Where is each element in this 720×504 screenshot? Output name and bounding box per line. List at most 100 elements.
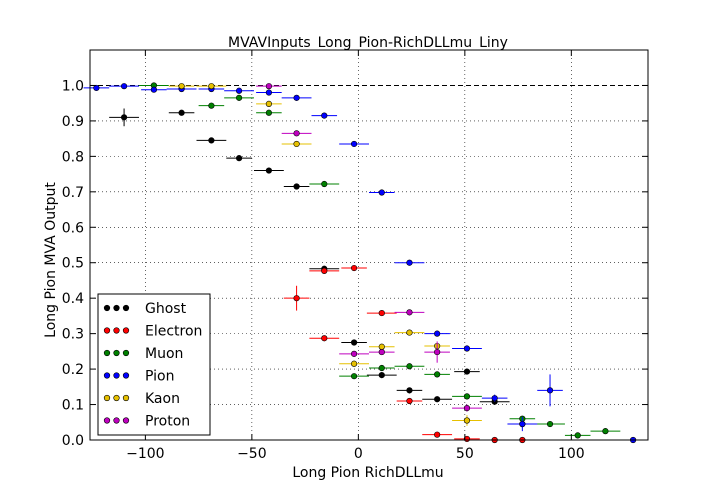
plot-frame [89, 49, 649, 441]
y-tick-label: 1.0 [62, 78, 84, 94]
x-tick-label: 100 [558, 446, 585, 462]
data-point [378, 189, 385, 196]
legend-marker [113, 304, 120, 312]
data-point [265, 89, 273, 96]
data-point [406, 329, 413, 336]
legend-entry-kaon: Kaon [103, 391, 180, 407]
data-point [463, 345, 471, 352]
data-point [350, 140, 358, 148]
legend-entry-muon: Muon [103, 346, 183, 362]
legend-entry-electron: Electron [103, 324, 202, 340]
legend-label: Proton [145, 414, 190, 430]
data-point [406, 259, 413, 266]
data-series-group [83, 82, 646, 444]
data-point [434, 330, 441, 337]
data-point [463, 393, 471, 400]
data-point [350, 360, 358, 367]
data-point [150, 86, 157, 93]
series-kaon [168, 83, 482, 426]
data-point [463, 417, 471, 424]
legend: Ghost Electron Muon Pion Kaon Proton [97, 293, 211, 436]
y-tick-label: 0.2 [62, 362, 84, 378]
data-point [406, 363, 413, 370]
data-point [350, 264, 358, 272]
data-point [406, 387, 413, 394]
legend-marker [122, 372, 130, 379]
data-point [265, 109, 273, 116]
data-point [350, 373, 358, 380]
series-muon [138, 82, 621, 439]
legend-marker [122, 394, 130, 402]
data-point [235, 155, 243, 162]
legend-label: Electron [145, 324, 202, 340]
legend-marker [122, 304, 130, 312]
data-point [434, 396, 441, 403]
y-axis-label: Long Pion MVA Output [43, 182, 59, 338]
data-point [519, 420, 526, 428]
data-point [602, 428, 609, 435]
data-point [378, 372, 385, 379]
legend-marker [113, 349, 120, 357]
y-tick-label: 0.5 [62, 256, 84, 272]
y-tick-label: 0.6 [62, 220, 84, 236]
data-point [546, 387, 554, 394]
legend-marker [113, 327, 120, 334]
legend-entry-proton: Proton [103, 414, 190, 430]
data-point [293, 94, 300, 101]
legend-marker [113, 372, 120, 379]
data-point [491, 395, 498, 402]
axis-ticks: −100 −50 0 50 100 0.0 0.1 0.2 0.3 0.4 0.5 0.6 0.7 0.8… [62, 50, 648, 462]
data-point [321, 180, 328, 188]
legend-marker [122, 327, 130, 334]
data-point [120, 83, 128, 90]
data-point [350, 350, 358, 357]
legend-marker [103, 417, 111, 424]
x-axis-label: Long Pion RichDLLmu [292, 465, 443, 481]
data-point [350, 339, 358, 346]
data-point [434, 348, 441, 356]
data-point [293, 130, 300, 137]
y-tick-label: 0.0 [62, 433, 84, 449]
data-point [265, 100, 273, 107]
data-point [406, 309, 413, 316]
legend-entry-pion: Pion [103, 369, 174, 385]
data-point [378, 364, 385, 372]
legend-box [97, 293, 211, 436]
y-tick-label: 0.1 [62, 398, 84, 414]
data-point [463, 404, 471, 412]
legend-marker [103, 304, 111, 312]
data-point [574, 432, 581, 439]
legend-marker [122, 417, 130, 424]
legend-marker [113, 417, 120, 424]
y-tick-label: 0.9 [62, 114, 84, 130]
data-point [178, 109, 185, 116]
legend-label: Kaon [145, 391, 180, 407]
x-tick-label: 50 [456, 446, 474, 462]
data-point [321, 335, 328, 342]
x-tick-label: −50 [237, 446, 267, 462]
data-point [293, 140, 300, 148]
legend-marker [122, 349, 130, 357]
data-point [463, 368, 471, 375]
data-point [378, 309, 385, 317]
data-point [265, 83, 273, 90]
y-tick-label: 0.8 [62, 149, 84, 165]
data-point [293, 295, 300, 302]
data-point [293, 183, 300, 190]
data-point [378, 343, 385, 350]
y-tick-label: 0.4 [62, 291, 84, 307]
legend-marker [103, 349, 111, 357]
chart-title: MVAVInputs_Long_Pion-RichDLLmu_Liny [228, 35, 508, 51]
data-point [178, 83, 185, 90]
data-point [265, 167, 273, 174]
data-point [406, 397, 413, 405]
y-tick-label: 0.7 [62, 185, 84, 201]
legend-marker [103, 394, 111, 402]
legend-label: Pion [145, 369, 174, 385]
legend-entry-ghost: Ghost [103, 301, 187, 317]
data-point [208, 102, 215, 109]
y-tick-label: 0.3 [62, 327, 84, 343]
series-pion [83, 83, 646, 444]
data-point [321, 112, 328, 119]
